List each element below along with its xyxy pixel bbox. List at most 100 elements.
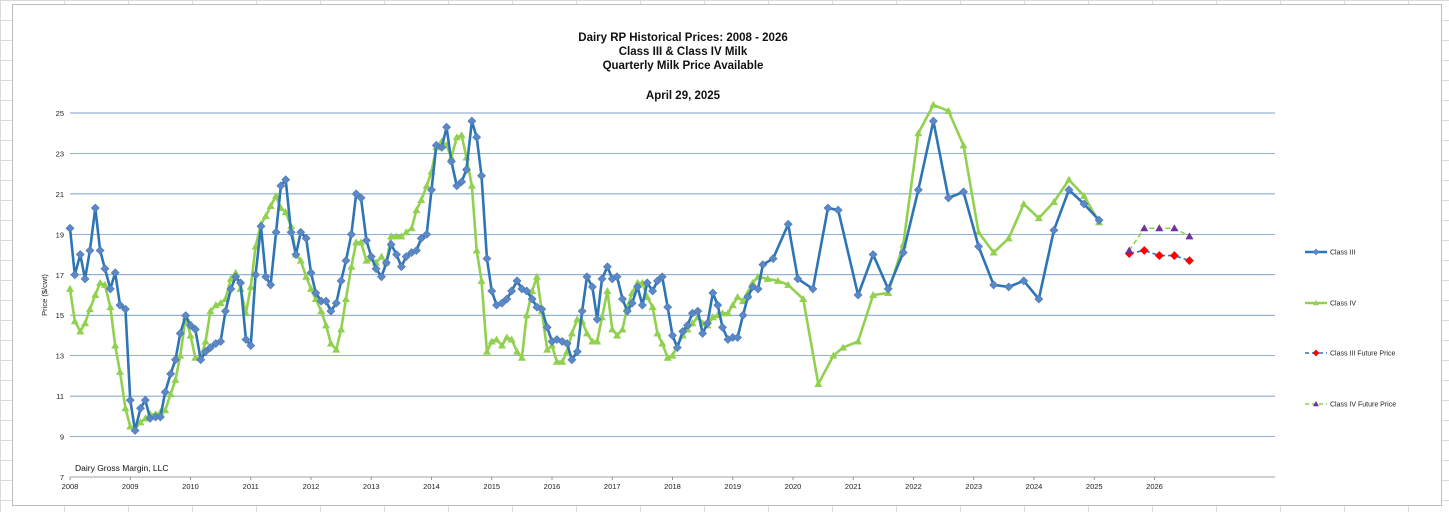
class-4-point (528, 286, 537, 294)
class-4-point (959, 141, 968, 149)
class-3-point (648, 286, 658, 296)
class-4-point (487, 337, 496, 345)
x-tick-label: 2016 (544, 482, 561, 491)
class-3-point (1049, 225, 1059, 235)
class-4-point (814, 379, 823, 387)
class-3-point (1079, 199, 1089, 209)
class-3-point (336, 276, 346, 286)
class-3-point (371, 264, 381, 274)
class-3-point (959, 187, 968, 197)
class-4-point (81, 319, 90, 327)
class-3-point (251, 270, 260, 280)
class-4-point (944, 106, 953, 114)
class-4-point (457, 131, 466, 139)
class-3-point (512, 276, 522, 286)
legend-marker-class-3 (1312, 248, 1320, 256)
class-3-point (703, 318, 712, 328)
y-tick-label: 19 (56, 230, 64, 239)
class-3-point (301, 233, 311, 243)
class-4-point (100, 280, 109, 288)
class-3-point (537, 304, 547, 314)
class-4-point (728, 301, 737, 309)
class-3-point (392, 250, 401, 259)
class-4-future-point (1185, 232, 1194, 240)
class-4-point (618, 325, 627, 333)
class-4-point (332, 345, 341, 353)
class-3-point (527, 294, 537, 304)
class-3-point (783, 219, 793, 229)
class-4-point (532, 272, 541, 280)
legend-label-class-4: Class IV (1330, 301, 1356, 308)
class-3-point (477, 171, 486, 181)
class-3-point (296, 227, 306, 237)
class-3-point (793, 274, 803, 284)
class-4-future-point (1170, 224, 1179, 232)
class-3-point (110, 268, 120, 278)
class-3-point (70, 270, 80, 280)
x-tick-label: 2018 (664, 482, 681, 491)
class-4-point (216, 299, 225, 307)
class-4-point (106, 303, 115, 311)
class-3-point (637, 300, 647, 310)
class-4-point (206, 307, 215, 315)
y-tick-label: 7 (60, 473, 64, 482)
class-3-point (427, 185, 436, 195)
class-4-point (708, 313, 717, 321)
class-3-point (186, 320, 195, 330)
x-tick-label: 2019 (724, 482, 741, 491)
class-4-future-point (1155, 224, 1164, 232)
class-3-point (216, 337, 226, 346)
class-4-point (161, 406, 170, 414)
class-4-future-point (1125, 246, 1134, 254)
class-3-point (497, 298, 507, 308)
y-tick-label: 9 (60, 433, 64, 442)
class-4-point (989, 248, 998, 256)
class-4-point (126, 422, 135, 430)
class-3-point (482, 254, 492, 264)
class-3-future-point (1154, 251, 1164, 260)
class-4-point (412, 206, 421, 214)
class-3-point (507, 286, 517, 296)
class-4-point (1080, 191, 1089, 199)
legend-label-class-3: Class III (1330, 250, 1355, 257)
class-4-point (663, 353, 672, 361)
class-3-point (446, 157, 456, 166)
class-3-point (221, 306, 230, 316)
class-3-point (562, 339, 572, 348)
class-3-point (718, 322, 727, 332)
class-3-point (713, 300, 723, 310)
chart-title: Dairy RP Historical Prices: 2008 - 2026 (578, 32, 788, 44)
x-tick-label: 2017 (604, 482, 621, 491)
class-3-point (412, 246, 421, 255)
class-4-point (176, 351, 185, 359)
y-tick-label: 17 (56, 271, 64, 280)
x-tick-label: 2023 (965, 482, 982, 491)
class-4-point (643, 293, 652, 301)
x-tick-label: 2013 (363, 482, 380, 491)
class-4-point (573, 315, 582, 323)
class-3-point (928, 116, 938, 126)
class-4-point (773, 276, 782, 284)
class-4-point (261, 212, 270, 220)
class-4-point (839, 343, 848, 351)
class-3-point (205, 343, 215, 353)
class-4-point (417, 195, 426, 203)
class-4-point (653, 329, 662, 337)
class-3-point (136, 403, 145, 413)
class-3-point (396, 262, 406, 272)
class-4-point (296, 256, 305, 264)
class-4-point (326, 339, 335, 347)
chart-subtitle-1: Class III & Class IV Milk (618, 46, 748, 58)
class-3-point (231, 272, 241, 282)
class-4-point (387, 232, 396, 240)
class-4-point (281, 208, 290, 216)
class-4-point (593, 337, 602, 345)
class-4-point (1049, 197, 1058, 205)
class-3-point (592, 314, 602, 324)
class-3-point (85, 246, 95, 255)
class-3-point (622, 306, 632, 316)
class-3-point (311, 288, 321, 298)
class-4-point (76, 327, 85, 335)
chart-area: Dairy RP Historical Prices: 2008 - 2026 … (12, 4, 1442, 506)
class-4-point (829, 351, 838, 359)
